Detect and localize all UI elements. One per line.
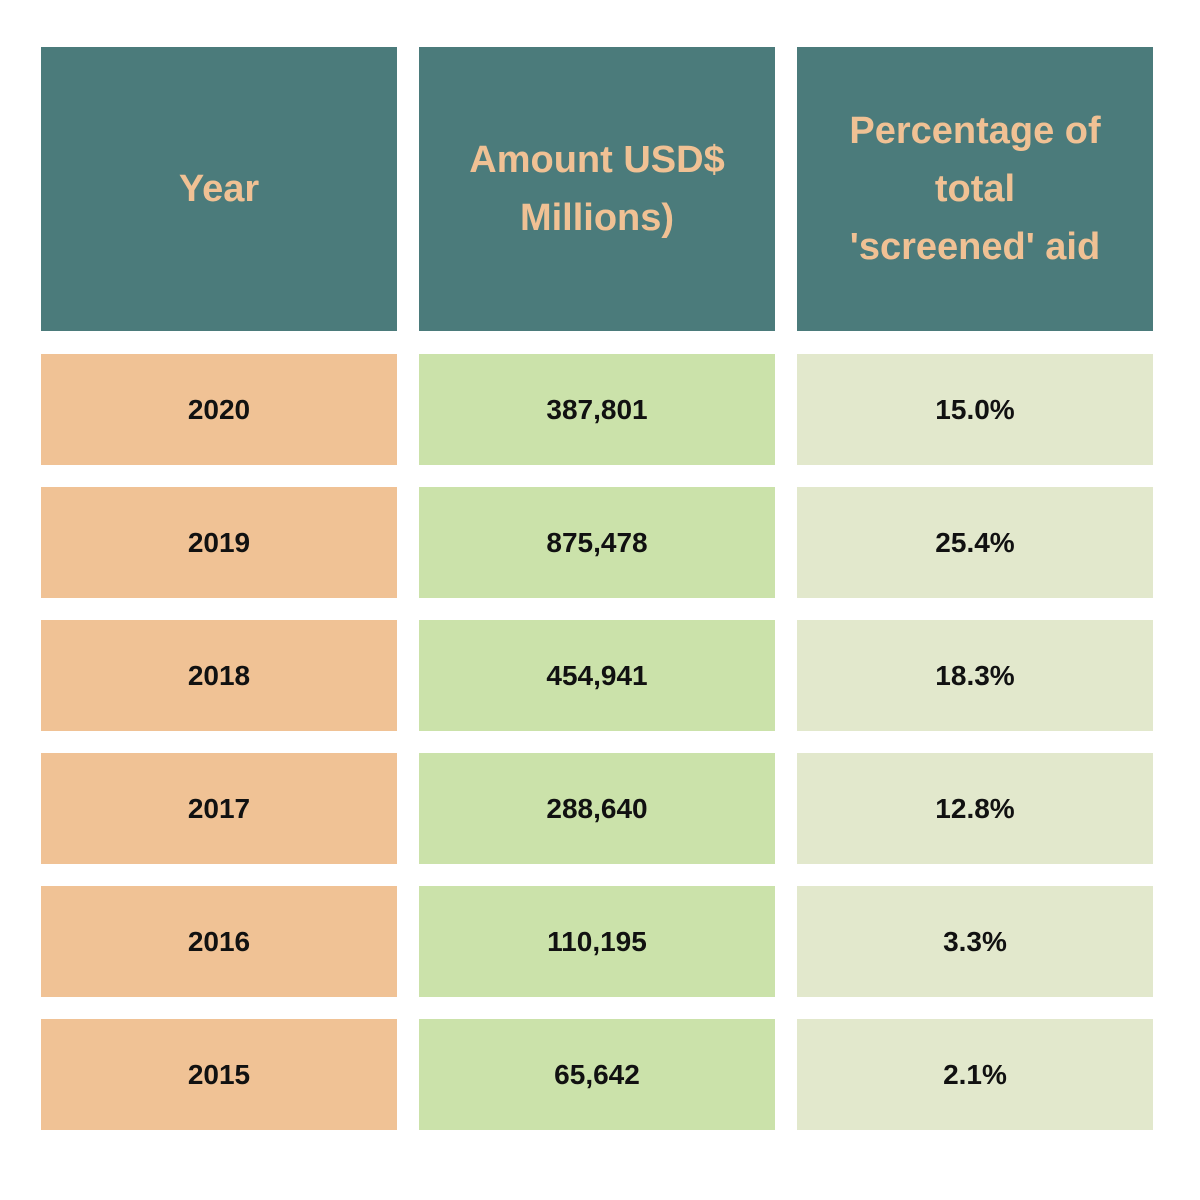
percentage-cell: 3.3% (797, 886, 1153, 997)
year-cell: 2019 (41, 487, 397, 598)
data-table: Year Amount USD$ Millions) Percentage of… (41, 47, 1153, 1152)
header-amount-line: Millions) (519, 197, 675, 239)
percentage-cell: 12.8% (797, 753, 1153, 864)
table-body: 2020 387,801 15.0% 2019 875,478 25.4% 20… (41, 354, 1153, 1130)
amount-cell: 65,642 (419, 1019, 775, 1130)
header-percentage: Percentage of total 'screened' aid (797, 47, 1153, 331)
year-cell: 2018 (41, 620, 397, 731)
table-row: 2015 65,642 2.1% (41, 1019, 1153, 1130)
header-percentage-line: total (934, 168, 1016, 210)
year-cell: 2020 (41, 354, 397, 465)
amount-cell: 875,478 (419, 487, 775, 598)
percentage-cell: 25.4% (797, 487, 1153, 598)
header-percentage-line: Percentage of (849, 110, 1101, 152)
table-row: 2020 387,801 15.0% (41, 354, 1153, 465)
table-row: 2016 110,195 3.3% (41, 886, 1153, 997)
year-cell: 2016 (41, 886, 397, 997)
amount-cell: 387,801 (419, 354, 775, 465)
table-row: 2017 288,640 12.8% (41, 753, 1153, 864)
amount-cell: 288,640 (419, 753, 775, 864)
year-cell: 2015 (41, 1019, 397, 1130)
header-year-line: Year (178, 168, 260, 210)
percentage-cell: 2.1% (797, 1019, 1153, 1130)
percentage-cell: 18.3% (797, 620, 1153, 731)
table-row: 2019 875,478 25.4% (41, 487, 1153, 598)
header-amount-line: Amount USD$ (469, 139, 725, 181)
year-cell: 2017 (41, 753, 397, 864)
header-year: Year (41, 47, 397, 331)
header-row: Year Amount USD$ Millions) Percentage of… (41, 47, 1153, 331)
table-row: 2018 454,941 18.3% (41, 620, 1153, 731)
amount-cell: 454,941 (419, 620, 775, 731)
header-percentage-line: 'screened' aid (849, 226, 1101, 268)
percentage-cell: 15.0% (797, 354, 1153, 465)
header-amount: Amount USD$ Millions) (419, 47, 775, 331)
amount-cell: 110,195 (419, 886, 775, 997)
